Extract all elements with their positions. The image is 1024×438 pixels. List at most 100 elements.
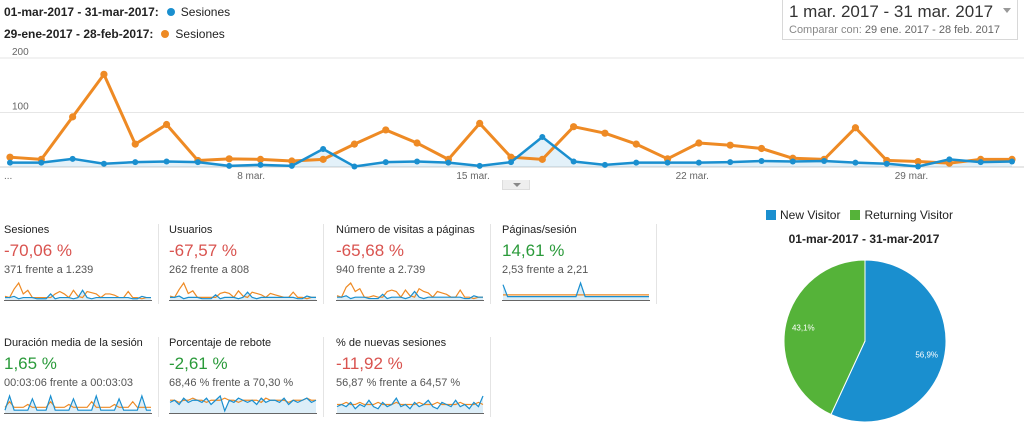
current-series-point[interactable]: [382, 159, 389, 166]
current-series-point[interactable]: [977, 159, 984, 166]
metric-tile[interactable]: Número de visitas a páginas -65,68 % 940 f…: [336, 224, 491, 304]
metric-comparison: 68,46 % frente a 70,30 %: [169, 377, 294, 389]
metric-name: Usuarios: [169, 224, 213, 236]
metric-comparison: 371 frente a 1.239: [4, 264, 94, 276]
previous-series-point[interactable]: [319, 155, 327, 163]
metric-sparkline: [502, 281, 650, 301]
sparkline-previous: [169, 281, 316, 300]
metric-comparison: 262 frente a 808: [169, 264, 250, 276]
previous-series-point[interactable]: [851, 124, 860, 132]
current-series-point[interactable]: [226, 162, 233, 169]
date-range-picker[interactable]: 1 mar. 2017 - 31 mar. 2017 Comparar con:…: [782, 0, 1018, 40]
current-series-point[interactable]: [320, 146, 327, 153]
previous-series-point[interactable]: [6, 153, 14, 161]
current-series-point[interactable]: [38, 159, 45, 166]
metric-tile[interactable]: Porcentaje de rebote -2,61 % 68,46 % frent…: [169, 337, 324, 417]
current-series-point[interactable]: [351, 163, 358, 170]
sparkline-previous: [336, 282, 483, 300]
current-series-point[interactable]: [883, 160, 890, 167]
current-series-point[interactable]: [194, 159, 201, 166]
metric-sparkline: [169, 394, 317, 414]
current-series-point[interactable]: [69, 155, 76, 162]
current-series-point[interactable]: [915, 163, 922, 170]
previous-series-line: [9, 72, 1012, 165]
previous-series-point[interactable]: [476, 119, 484, 127]
current-series-point[interactable]: [852, 159, 859, 166]
current-series-point[interactable]: [946, 156, 953, 163]
previous-series-point[interactable]: [131, 140, 139, 148]
pie-legend: New Visitor Returning Visitor: [766, 208, 963, 222]
current-series-point[interactable]: [163, 158, 170, 165]
metric-change: -70,06 %: [4, 241, 73, 260]
legend-current-dot: [166, 8, 175, 16]
metric-change: -2,61 %: [169, 354, 228, 373]
previous-series-point[interactable]: [632, 140, 640, 148]
pie-legend-returning-label: Returning Visitor: [864, 208, 953, 222]
previous-series-point[interactable]: [350, 140, 359, 148]
sparkline-area: [337, 396, 483, 413]
current-series-point[interactable]: [445, 159, 452, 166]
previous-series-point[interactable]: [382, 126, 390, 134]
metric-tile[interactable]: Duración media de la sesión 1,65 % 00:03:0…: [4, 337, 159, 417]
previous-series-point[interactable]: [570, 123, 578, 131]
metric-comparison: 00:03:06 frente a 00:03:03: [4, 377, 134, 389]
previous-series-point[interactable]: [225, 155, 233, 163]
pie-slice-returning-visitor[interactable]: [783, 259, 866, 416]
legend-previous-metric: Sesiones: [175, 27, 225, 41]
chart-collapse-toggle[interactable]: [502, 180, 530, 190]
previous-series-point[interactable]: [162, 120, 171, 129]
current-series-point[interactable]: [601, 161, 608, 168]
current-series-point[interactable]: [288, 162, 295, 169]
metric-name: % de nuevas sesiones: [336, 337, 447, 349]
sparkline-area: [170, 292, 316, 300]
current-series-point[interactable]: [100, 160, 107, 167]
previous-series-point[interactable]: [256, 155, 265, 163]
previous-series-point[interactable]: [757, 144, 766, 153]
current-series-point[interactable]: [570, 158, 577, 165]
previous-series-point[interactable]: [100, 70, 108, 78]
previous-series-point[interactable]: [601, 129, 609, 137]
metric-tile[interactable]: Usuarios -67,57 % 262 frente a 808: [169, 224, 324, 304]
compare-value: 29 ene. 2017 - 28 feb. 2017: [864, 24, 1000, 36]
current-series-point[interactable]: [758, 158, 765, 165]
pie-slice-label: 43,1%: [792, 323, 815, 332]
pie-legend-returning: Returning Visitor: [850, 208, 953, 222]
current-series-point[interactable]: [539, 134, 546, 141]
current-series-point[interactable]: [476, 162, 483, 169]
pie-slice-label: 56,9%: [915, 351, 938, 360]
metric-tile[interactable]: % de nuevas sesiones -11,92 % 56,87 % fren…: [336, 337, 491, 417]
current-series-point[interactable]: [664, 159, 671, 166]
current-series-point[interactable]: [821, 158, 828, 165]
x-tick-label: ...: [4, 171, 12, 182]
x-tick-label: 29 mar.: [895, 171, 928, 182]
current-series-point[interactable]: [7, 159, 13, 166]
date-range-compare: Comparar con: 29 ene. 2017 - 28 feb. 201…: [789, 24, 1011, 36]
current-series-point[interactable]: [132, 159, 139, 166]
pie-legend-new-label: New Visitor: [780, 208, 841, 222]
previous-series-point[interactable]: [507, 153, 515, 161]
sessions-line-chart: 200 100... 8 mar. 15 mar. 22 mar. 29 mar.: [0, 48, 1024, 182]
visitor-type-pie-chart: 56,9% 43,1%: [783, 259, 947, 423]
current-series-point[interactable]: [727, 159, 734, 166]
new-visitor-swatch: [766, 210, 776, 220]
previous-series-point[interactable]: [914, 157, 922, 166]
chevron-down-icon[interactable]: [1003, 8, 1011, 13]
metric-tile[interactable]: Sesiones -70,06 % 371 frente a 1.239: [4, 224, 159, 304]
current-series-point[interactable]: [414, 158, 421, 165]
metric-name: Duración media de la sesión: [4, 337, 143, 349]
previous-series-point[interactable]: [69, 113, 77, 121]
previous-series-point[interactable]: [413, 139, 421, 147]
current-series-point[interactable]: [508, 159, 514, 166]
current-series-point[interactable]: [633, 159, 640, 166]
pie-slice-new-visitor[interactable]: [830, 259, 947, 423]
previous-series-point[interactable]: [726, 141, 734, 149]
previous-series-point[interactable]: [288, 157, 296, 165]
current-series-point[interactable]: [1009, 158, 1015, 165]
previous-series-point[interactable]: [695, 139, 703, 147]
current-series-point[interactable]: [789, 158, 796, 165]
previous-series-point[interactable]: [538, 155, 546, 163]
current-series-point[interactable]: [695, 159, 702, 166]
metric-tile[interactable]: Páginas/sesión 14,61 % 2,53 frente a 2,21: [502, 224, 657, 304]
metric-comparison: 2,53 frente a 2,21: [502, 264, 589, 276]
current-series-point[interactable]: [257, 161, 264, 168]
